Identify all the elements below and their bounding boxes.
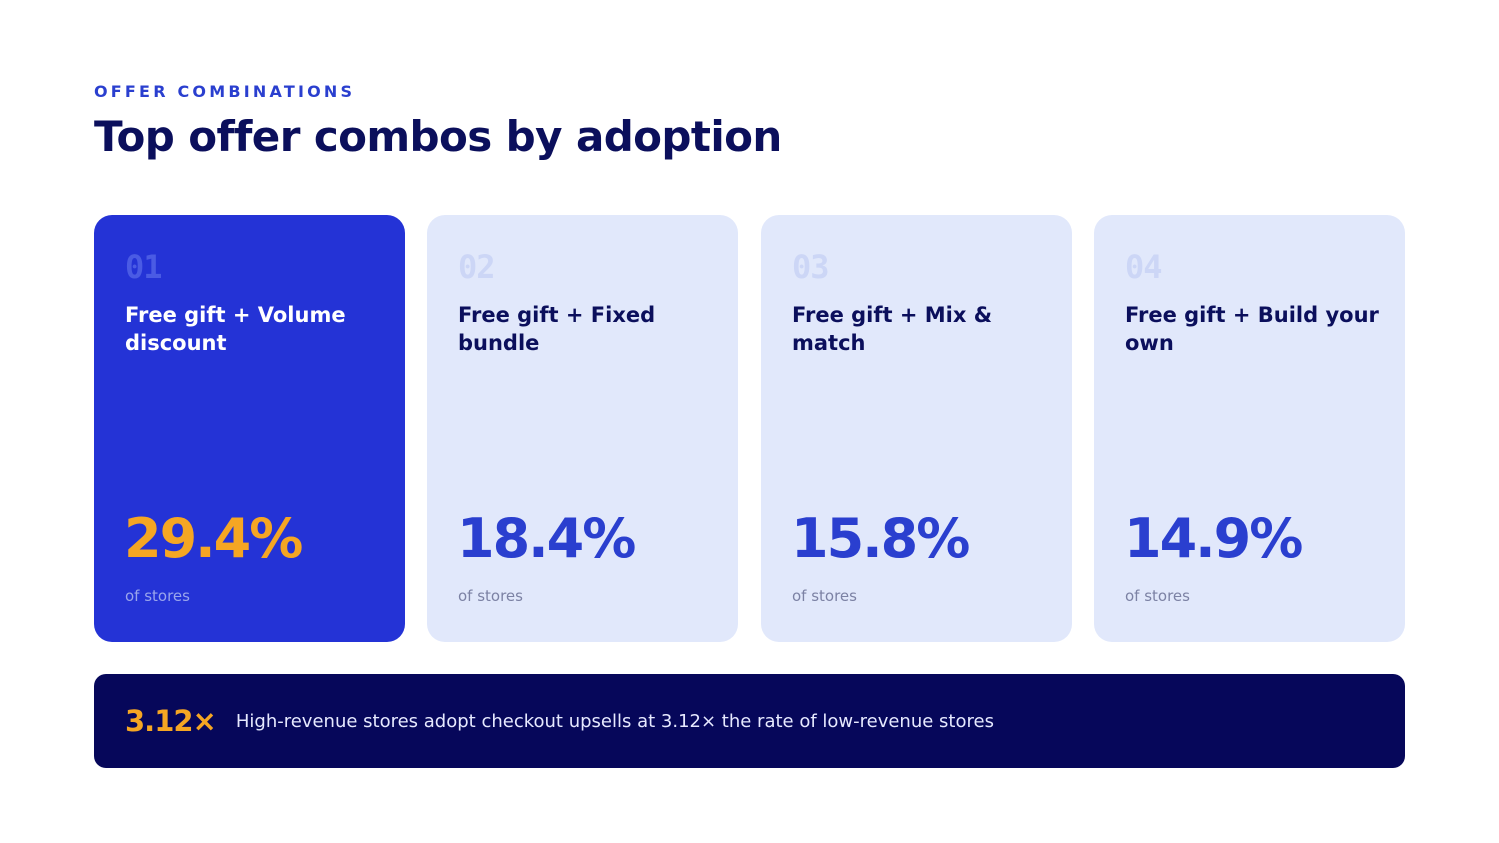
combo-card-4: 04 Free gift + Build your own 14.9% of s… [1094,215,1405,642]
insight-text: High-revenue stores adopt checkout upsel… [235,710,994,732]
combo-label: Free gift + Build your own [1125,303,1379,355]
page-title: Top offer combos by adoption [94,112,782,161]
combo-percentage: 29.4% [124,507,303,570]
combo-percentage: 14.9% [1124,507,1303,570]
combo-card-2: 02 Free gift + Fixed bundle 18.4% of sto… [427,215,738,642]
combo-label: Free gift + Mix & match [792,303,993,355]
combo-percentage: 15.8% [791,507,970,570]
combo-caption: of stores [792,587,857,605]
combo-caption: of stores [125,587,190,605]
combo-card-3: 03 Free gift + Mix & match 15.8% of stor… [761,215,1072,642]
combo-rank: 04 [1125,248,1163,286]
combo-rank: 02 [458,248,496,286]
combo-card-1: 01 Free gift + Volume discount 29.4% of … [94,215,405,642]
combo-rank: 01 [125,248,163,286]
combo-percentage: 18.4% [457,507,636,570]
combo-cards: 01 Free gift + Volume discount 29.4% of … [94,215,1405,642]
combo-caption: of stores [1125,587,1190,605]
combo-label: Free gift + Fixed bundle [458,303,656,355]
combo-caption: of stores [458,587,523,605]
insight-banner: 3.12× High-revenue stores adopt checkout… [94,674,1405,768]
combo-rank: 03 [792,248,830,286]
section-eyebrow: OFFER COMBINATIONS [94,82,356,101]
insight-stat: 3.12× [125,704,217,738]
combo-label: Free gift + Volume discount [125,303,346,355]
